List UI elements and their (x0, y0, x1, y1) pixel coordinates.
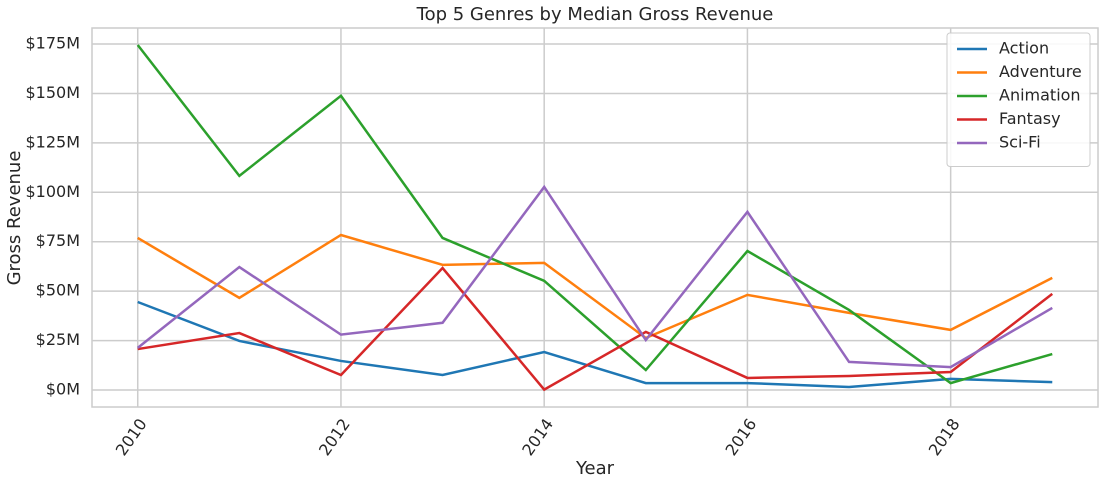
plot-frame (91, 27, 1099, 408)
legend-label: Adventure (999, 62, 1082, 81)
legend-label: Animation (999, 86, 1081, 105)
y-tick-label: $0M (46, 379, 80, 398)
y-tick-label: $50M (36, 281, 80, 300)
series-line (137, 233, 1053, 340)
y-tick-label: $100M (25, 182, 80, 201)
legend-box (946, 32, 1091, 167)
x-axis-label: Year (575, 458, 615, 479)
series-line (137, 266, 1054, 392)
y-tick-label: $25M (36, 330, 80, 349)
legend-label: Action (999, 39, 1049, 58)
series-line (136, 184, 1053, 369)
y-tick-label: $150M (25, 83, 80, 102)
x-tick-label: 2014 (518, 415, 557, 459)
series-line (137, 300, 1053, 389)
y-tick-label: $75M (36, 231, 80, 250)
legend-label: Sci-Fi (999, 133, 1041, 152)
x-tick-label: 2010 (112, 415, 151, 459)
chart-title: Top 5 Genres by Median Gross Revenue (416, 4, 774, 25)
y-tick-label: $175M (25, 34, 80, 53)
x-tick-label: 2012 (315, 415, 354, 459)
y-tick-label: $125M (25, 132, 80, 151)
x-tick-label: 2018 (925, 415, 964, 459)
legend: Action Adventure Animation Fantasy Sci-Fi (946, 32, 1091, 167)
series-line (136, 44, 1053, 385)
legend-label: Fantasy (999, 109, 1061, 128)
y-axis-label: Gross Revenue (4, 151, 25, 286)
x-tick-label: 2016 (721, 415, 760, 459)
